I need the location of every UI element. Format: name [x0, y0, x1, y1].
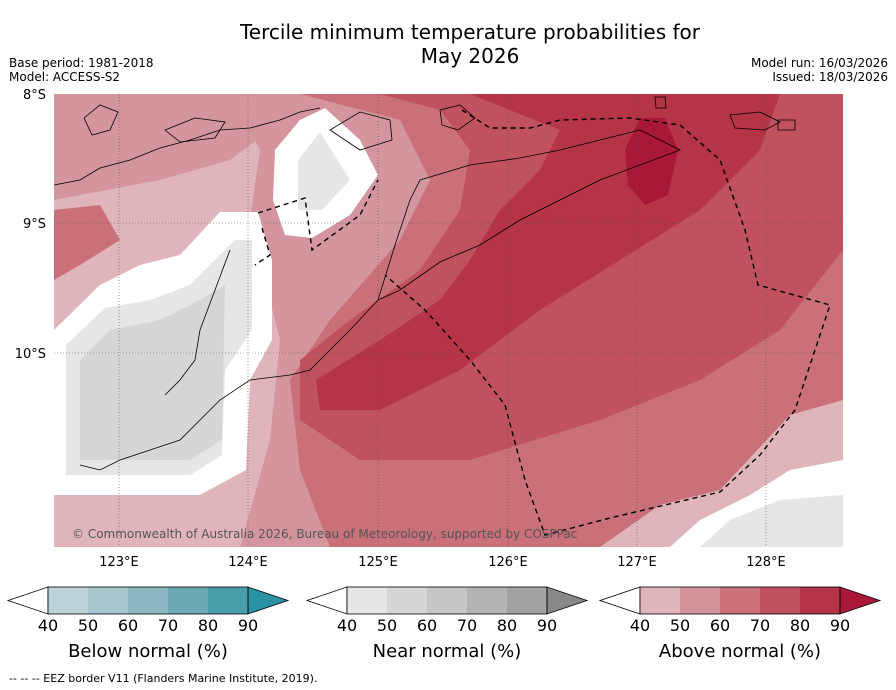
eez-timor-leste: [384, 109, 831, 536]
colorbar-near-tick: 50: [377, 616, 397, 635]
issued-date: Issued: 18/03/2026: [772, 70, 888, 84]
colorbar-below-tick: 90: [238, 616, 258, 635]
lon-label-123e: 123°E: [99, 555, 139, 570]
colorbar-near-segment: [347, 587, 387, 614]
colorbar-near-low-extend: [305, 586, 348, 615]
lat-label-9s: 9°S: [23, 217, 46, 232]
coast-sumba: [164, 249, 231, 396]
title-line-1: Tercile minimum temperature probabilitie…: [239, 20, 701, 44]
colorbar-below-segment: [48, 587, 88, 614]
model-name: Model: ACCESS-S2: [9, 70, 121, 84]
colorbar-below-frame: [47, 586, 249, 615]
eez-borders: [254, 109, 831, 536]
coast-timor-south: [79, 299, 379, 471]
model-run: Model run: 16/03/2026: [750, 56, 888, 70]
near-40-north: [298, 132, 350, 210]
colorbar-below-tick: 70: [158, 616, 178, 635]
colorbar-near-segment: [507, 587, 547, 614]
base-period: Base period: 1981-2018: [9, 56, 154, 70]
island-ne-2: [729, 111, 781, 131]
colorbar-near-segment: [427, 587, 467, 614]
lon-label-126e: 126°E: [488, 555, 528, 570]
colorbar-above-segment: [680, 587, 720, 614]
above-50-nw: [54, 94, 350, 200]
colorbar-above-tick: 50: [670, 616, 690, 635]
colorbar-near-segment: [467, 587, 507, 614]
colorbar-below-tick: 50: [78, 616, 98, 635]
island-ne-1: [654, 96, 667, 109]
colorbar-near-tick: 70: [457, 616, 477, 635]
near-50-west: [80, 285, 225, 460]
colorbar-above-segment: [760, 587, 800, 614]
colorbar-above-tick: 40: [630, 616, 650, 635]
colorbar-below-high-extend: [247, 586, 290, 615]
colorbar-above-tick: 70: [750, 616, 770, 635]
colorbar-above-segment: [800, 587, 840, 614]
colorbar-below-segment: [168, 587, 208, 614]
island-north-1: [164, 117, 226, 143]
near-40-se: [700, 495, 843, 547]
colorbar-above-low-extend: [598, 586, 641, 615]
coast-flores: [54, 107, 321, 186]
lat-label-10s: 10°S: [15, 347, 46, 362]
copyright-text: © Commonwealth of Australia 2026, Bureau…: [72, 527, 577, 541]
colorbar-below-segment: [208, 587, 248, 614]
colorbar-above-frame: [639, 586, 841, 615]
lon-label-125e: 125°E: [358, 555, 398, 570]
lat-label-8s: 8°S: [23, 88, 46, 103]
colorbar-below-tick: 60: [118, 616, 138, 635]
island-nw: [83, 104, 119, 136]
island-north-2: [329, 111, 393, 151]
map-title: Tercile minimum temperature probabilitie…: [0, 20, 896, 68]
colorbar-above-tick: 90: [830, 616, 850, 635]
colorbar-below-segment: [128, 587, 168, 614]
eez-west-stub: [254, 227, 271, 266]
colorbars: 40 50 60 70 80 90 Below normal (%) 40 50 60 70 80 90…: [6, 586, 882, 662]
colorbar-near-high-extend: [546, 586, 589, 615]
gridlines: [54, 94, 843, 547]
lon-label-128e: 128°E: [746, 555, 786, 570]
colorbar-near-title: Near normal (%): [373, 641, 522, 662]
colorbar-above-segment: [640, 587, 680, 614]
colorbar-above-title: Above normal (%): [659, 641, 821, 662]
colorbar-above-segment: [720, 587, 760, 614]
colorbar-above-tick: 60: [710, 616, 730, 635]
island-wetar: [439, 104, 476, 131]
eez-north: [257, 179, 379, 252]
colorbar-above-high-extend: [839, 586, 882, 615]
coast-timor-north: [377, 129, 681, 301]
colorbar-below-segment: [88, 587, 128, 614]
colorbar-near-tick: 90: [537, 616, 557, 635]
colorbar-below-title: Below normal (%): [68, 641, 228, 662]
colorbar-above: 40 50 60 70 80 90 Above normal (%): [598, 586, 882, 662]
footer-note: -- -- -- EEZ border V11 (Flanders Marine…: [9, 672, 318, 685]
lon-label-127e: 127°E: [617, 555, 657, 570]
colorbar-above-tick: 80: [790, 616, 810, 635]
title-line-2: May 2026: [420, 44, 520, 68]
colorbar-near-tick: 60: [417, 616, 437, 635]
colorbar-near-tick: 40: [337, 616, 357, 635]
colorbar-below-tick: 40: [38, 616, 58, 635]
colorbar-near-tick: 80: [497, 616, 517, 635]
colorbar-below-low-extend: [6, 586, 49, 615]
lon-label-124e: 124°E: [228, 555, 268, 570]
colorbar-near-segment: [387, 587, 427, 614]
above-60-w: [54, 205, 120, 280]
above-90-core: [625, 118, 678, 205]
probability-field: [54, 94, 843, 547]
colorbar-below-tick: 80: [198, 616, 218, 635]
meta-left: Base period: 1981-2018 Model: ACCESS-S2: [9, 56, 154, 84]
island-ne-3: [777, 119, 796, 131]
colorbar-near: 40 50 60 70 80 90 Near normal (%): [305, 586, 589, 662]
meta-right: Model run: 16/03/2026 Issued: 18/03/2026: [751, 56, 888, 84]
colorbar-below: 40 50 60 70 80 90 Below normal (%): [6, 586, 290, 662]
coastlines: [54, 96, 796, 471]
colorbar-near-frame: [346, 586, 548, 615]
